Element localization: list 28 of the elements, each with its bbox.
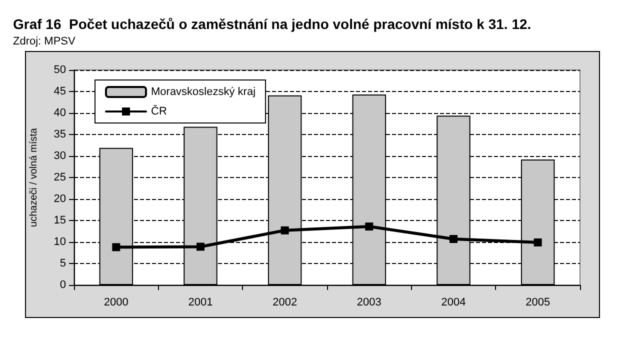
x-tick-label: 2004 bbox=[441, 296, 466, 308]
point bbox=[450, 234, 458, 243]
y-axis-title: uchazeči / volná místa bbox=[28, 128, 40, 227]
y-tick-label: 40 bbox=[54, 107, 66, 119]
point bbox=[196, 242, 204, 251]
point bbox=[112, 243, 120, 252]
y-tick-label: 45 bbox=[54, 86, 66, 98]
x-tick-label: 2000 bbox=[104, 296, 128, 308]
y-tick-label: 50 bbox=[54, 64, 66, 76]
y-tick-label: 35 bbox=[54, 128, 66, 140]
chart-subtitle: Zdroj: MPSV bbox=[13, 36, 76, 48]
point bbox=[280, 226, 289, 234]
y-tick-label: 0 bbox=[60, 279, 66, 291]
x-tick-label: 2001 bbox=[188, 296, 213, 308]
point bbox=[534, 238, 542, 246]
legend-label: ČR bbox=[151, 104, 167, 118]
y-tick-label: 10 bbox=[54, 236, 66, 248]
point bbox=[365, 222, 374, 231]
x-tick-label: 2003 bbox=[356, 296, 382, 308]
y-tick-label: 30 bbox=[54, 150, 66, 162]
x-tick-label: 2005 bbox=[526, 296, 550, 308]
y-tick-label: 20 bbox=[54, 193, 66, 205]
y-tick-label: 5 bbox=[60, 258, 66, 270]
x-tick-label: 2002 bbox=[272, 296, 298, 308]
legend-label: Moravskoslezský kraj bbox=[151, 86, 256, 98]
y-tick-label: 15 bbox=[54, 214, 66, 226]
chart-title: Graf 16 Počet uchazečů o zaměstnání na jedno volné pracovní místo k 31. 12. bbox=[13, 16, 532, 32]
y-tick-label: 25 bbox=[54, 172, 66, 184]
